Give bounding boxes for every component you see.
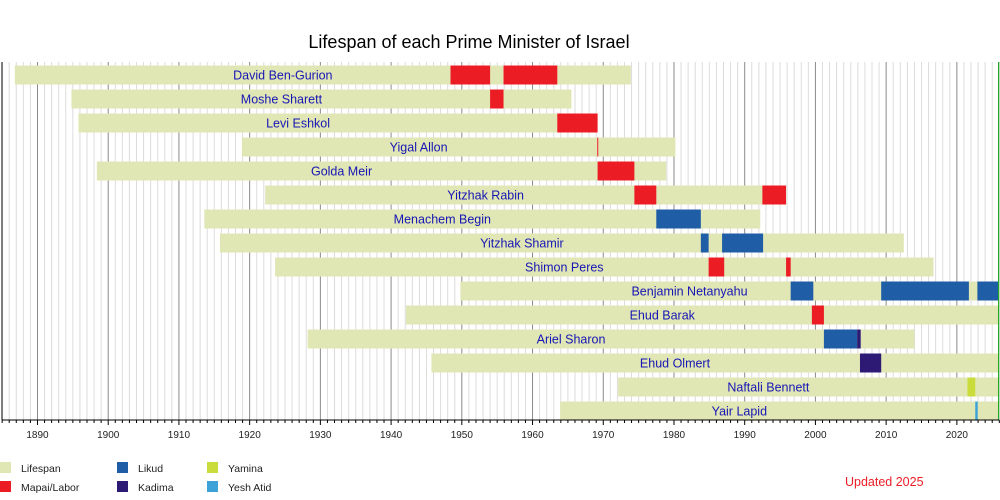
legend-swatch bbox=[0, 481, 11, 492]
term-bar bbox=[790, 281, 814, 301]
term-bar bbox=[503, 65, 558, 85]
pm-name-label: Golda Meir bbox=[311, 165, 372, 179]
pm-name-label: Yitzhak Shamir bbox=[480, 237, 564, 251]
term-bar bbox=[859, 353, 882, 373]
lifespan-bar bbox=[460, 281, 999, 301]
x-axis: 1890 1900 1910 1920 1930 1940 1950 1960 1970 1980… bbox=[1, 62, 1000, 441]
x-tick-label: 1960 bbox=[521, 430, 544, 441]
term-bar bbox=[881, 281, 969, 301]
term-bar bbox=[722, 233, 764, 253]
pm-name-label: Benjamin Netanyahu bbox=[631, 285, 747, 299]
term-bar bbox=[634, 185, 657, 205]
legend-swatch bbox=[117, 481, 128, 492]
term-bar bbox=[597, 137, 599, 157]
lifespan-bar bbox=[618, 377, 999, 397]
term-bar bbox=[975, 401, 978, 421]
legend-swatch bbox=[0, 462, 11, 473]
updated-annotation: Updated 2025 bbox=[845, 475, 924, 489]
lifespan-bar bbox=[431, 353, 999, 373]
x-tick-label: 1890 bbox=[26, 430, 49, 441]
lifespan-bar bbox=[204, 209, 761, 229]
x-tick-label: 1990 bbox=[734, 430, 757, 441]
term-bar bbox=[656, 209, 701, 229]
legend-label: Yamina bbox=[228, 463, 263, 475]
term-bar bbox=[977, 281, 999, 301]
term-bar bbox=[786, 257, 791, 277]
term-bar bbox=[857, 329, 861, 349]
x-tick-label: 2020 bbox=[946, 430, 969, 441]
x-tick-label: 1930 bbox=[309, 430, 332, 441]
term-bar bbox=[762, 185, 787, 205]
pm-name-label: Yair Lapid bbox=[712, 405, 767, 419]
x-tick-label: 2010 bbox=[875, 430, 898, 441]
lifespan-bar bbox=[96, 161, 667, 181]
pm-name-label: Yitzhak Rabin bbox=[447, 189, 524, 203]
lifespan-bar bbox=[71, 89, 572, 109]
legend-swatch bbox=[207, 462, 218, 473]
lifespan-bar bbox=[560, 401, 999, 421]
x-tick-label: 1970 bbox=[592, 430, 615, 441]
term-bar bbox=[708, 257, 725, 277]
pm-name-label: Yigal Allon bbox=[390, 141, 448, 155]
legend: Lifespan Mapai/Labor Likud Kadima Yamina Yesh… bbox=[0, 462, 272, 494]
bars: David Ben-Gurion Moshe Sharett Levi Eshkol… bbox=[14, 62, 1000, 421]
pm-name-label: Ehud Olmert bbox=[640, 357, 711, 371]
x-tick-label: 1940 bbox=[380, 430, 403, 441]
lifespan-bar bbox=[307, 329, 915, 349]
term-bar bbox=[450, 65, 491, 85]
pm-name-label: Ariel Sharon bbox=[537, 333, 606, 347]
chart-title: Lifespan of each Prime Minister of Israe… bbox=[308, 32, 629, 52]
lifespan-bar bbox=[241, 137, 676, 157]
term-bar bbox=[700, 233, 709, 253]
legend-label: Mapai/Labor bbox=[21, 482, 80, 494]
term-bar bbox=[967, 377, 976, 397]
x-tick-label: 1980 bbox=[663, 430, 686, 441]
pm-name-label: Menachem Begin bbox=[394, 213, 491, 227]
x-tick-label: 1950 bbox=[451, 430, 474, 441]
legend-label: Likud bbox=[138, 463, 163, 475]
x-tick-label: 1900 bbox=[97, 430, 120, 441]
pm-name-label: Moshe Sharett bbox=[241, 93, 323, 107]
pm-name-label: Naftali Bennett bbox=[727, 381, 810, 395]
x-tick-label: 1910 bbox=[168, 430, 191, 441]
x-tick-label: 2000 bbox=[804, 430, 827, 441]
x-tick-label: 1920 bbox=[239, 430, 262, 441]
pm-name-label: Ehud Barak bbox=[630, 309, 696, 323]
term-bar bbox=[557, 113, 598, 133]
legend-swatch bbox=[117, 462, 128, 473]
term-bar bbox=[811, 305, 824, 325]
term-bar bbox=[490, 89, 504, 109]
pm-name-label: Levi Eshkol bbox=[266, 117, 330, 131]
legend-label: Yesh Atid bbox=[228, 482, 272, 494]
lifespan-bar bbox=[265, 185, 787, 205]
lifespan-bar bbox=[78, 113, 598, 133]
legend-label: Lifespan bbox=[21, 463, 61, 475]
legend-label: Kadima bbox=[138, 482, 174, 494]
pm-name-label: Shimon Peres bbox=[525, 261, 604, 275]
pm-name-label: David Ben-Gurion bbox=[233, 69, 332, 83]
term-bar bbox=[597, 161, 635, 181]
legend-swatch bbox=[207, 481, 218, 492]
term-bar bbox=[823, 329, 858, 349]
lifespan-bar bbox=[405, 305, 999, 325]
lifespan-bar bbox=[275, 257, 934, 277]
